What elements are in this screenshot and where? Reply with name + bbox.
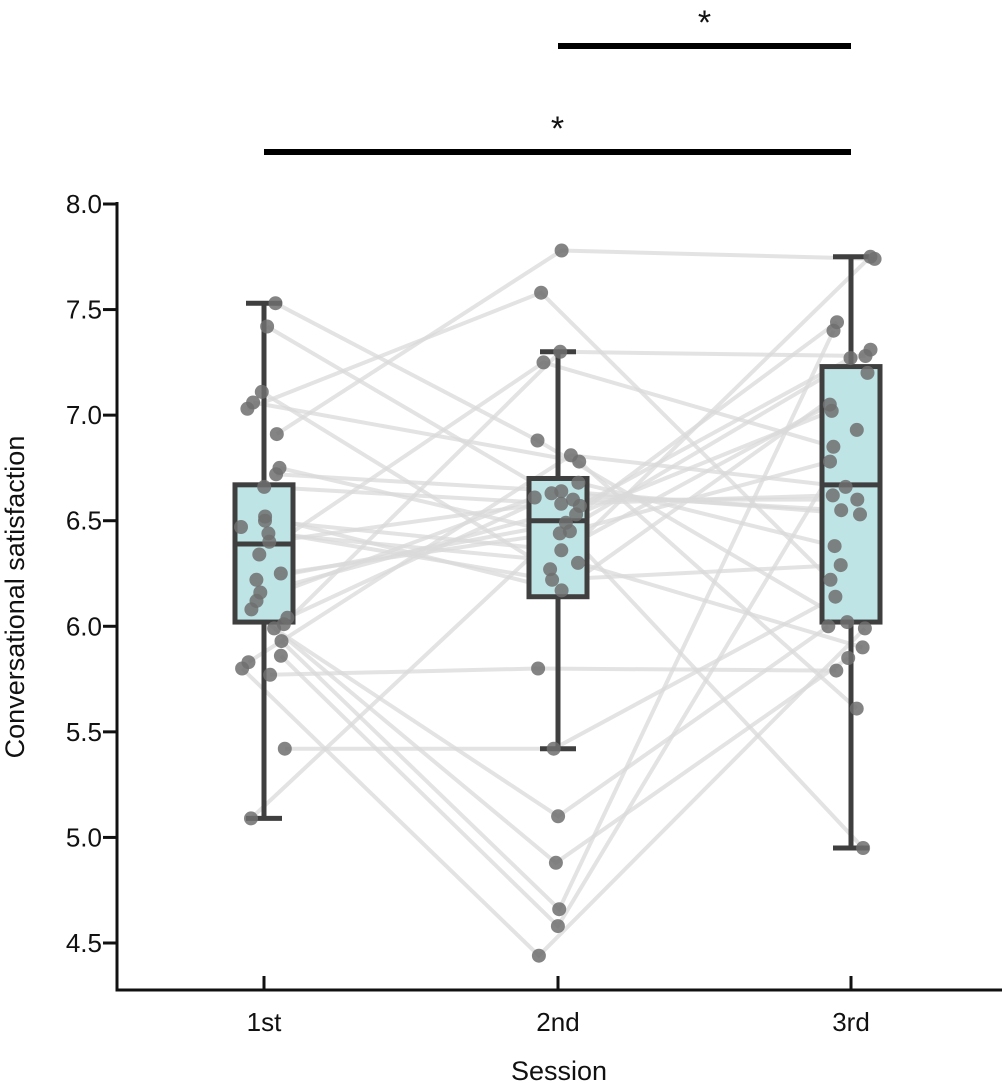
data-point <box>527 490 542 505</box>
data-point <box>569 507 584 522</box>
data-point <box>554 484 569 499</box>
data-point <box>258 513 272 528</box>
data-point <box>824 403 839 418</box>
x-tick-label: 2nd <box>536 1007 579 1037</box>
data-point <box>548 855 563 870</box>
data-point <box>531 948 546 963</box>
data-point <box>241 655 256 670</box>
data-point <box>269 467 284 482</box>
x-axis-title: Session <box>511 1056 607 1083</box>
x-tick-label: 1st <box>247 1007 282 1037</box>
data-point <box>276 617 291 632</box>
data-point <box>546 741 561 756</box>
data-point <box>571 555 585 570</box>
data-point <box>825 488 840 503</box>
data-point <box>853 507 867 522</box>
data-point <box>849 701 864 716</box>
y-ticks: 4.5 5.0 5.5 6.0 6.5 7.0 7.5 8.0 <box>66 189 117 958</box>
data-point <box>834 503 849 518</box>
data-point <box>554 543 569 558</box>
data-point <box>543 562 558 577</box>
y-tick-label: 7.0 <box>66 400 102 430</box>
data-point <box>563 448 578 463</box>
data-point <box>260 319 275 334</box>
data-point <box>273 566 288 581</box>
data-point <box>273 648 288 663</box>
data-point <box>536 355 551 370</box>
data-point <box>554 496 569 511</box>
data-point <box>553 344 568 359</box>
data-point <box>855 640 870 655</box>
data-point <box>257 479 272 494</box>
data-point <box>823 572 838 587</box>
data-point <box>551 809 566 824</box>
data-point <box>277 741 292 756</box>
data-point <box>558 515 573 530</box>
data-point <box>867 251 882 266</box>
data-point <box>249 593 264 608</box>
data-point <box>828 589 843 604</box>
y-tick-label: 8.0 <box>66 189 102 219</box>
data-point <box>268 296 283 311</box>
data-point <box>240 401 255 416</box>
data-point <box>531 661 546 676</box>
x-ticks: 1st 2nd 3rd <box>247 976 870 1037</box>
data-point <box>554 583 569 598</box>
data-point <box>821 619 836 634</box>
data-point <box>269 427 284 442</box>
y-tick-label: 7.5 <box>66 295 102 325</box>
data-point <box>530 433 545 448</box>
data-point <box>843 351 858 366</box>
data-point <box>833 558 848 573</box>
significance-label: * <box>551 110 564 148</box>
data-point <box>274 634 289 649</box>
data-point <box>829 663 844 678</box>
data-point <box>841 651 856 665</box>
y-tick-label: 6.0 <box>66 611 102 641</box>
data-point <box>838 479 853 494</box>
data-point <box>249 572 264 587</box>
y-tick-label: 5.0 <box>66 822 102 852</box>
data-point <box>254 384 269 399</box>
data-point <box>534 285 549 300</box>
significance-label: * <box>698 4 711 42</box>
data-point <box>858 349 873 363</box>
data-point <box>252 547 267 562</box>
data-point <box>840 615 855 630</box>
x-tick-label: 3rd <box>832 1007 870 1037</box>
y-tick-label: 6.5 <box>66 506 102 536</box>
data-point <box>234 520 248 534</box>
data-point <box>826 439 841 454</box>
data-point <box>244 811 258 826</box>
participant-line <box>270 666 837 677</box>
data-point <box>849 422 864 437</box>
y-tick-label: 5.5 <box>66 717 102 747</box>
data-point <box>827 539 842 554</box>
data-point <box>571 475 586 490</box>
data-point <box>850 492 865 507</box>
data-point <box>860 365 875 380</box>
significance-brackets: ** <box>264 4 851 155</box>
data-point <box>856 841 871 855</box>
data-point <box>552 902 567 917</box>
data-point <box>263 667 278 682</box>
data-point <box>550 919 565 934</box>
data-point <box>554 243 569 258</box>
y-tick-label: 4.5 <box>66 928 102 958</box>
data-point <box>823 454 837 469</box>
data-point <box>262 534 277 549</box>
data-point <box>545 572 560 587</box>
data-points <box>234 243 882 963</box>
data-point <box>857 621 872 636</box>
data-point <box>826 323 841 338</box>
y-axis-title: Conversational satisfaction <box>0 436 30 759</box>
